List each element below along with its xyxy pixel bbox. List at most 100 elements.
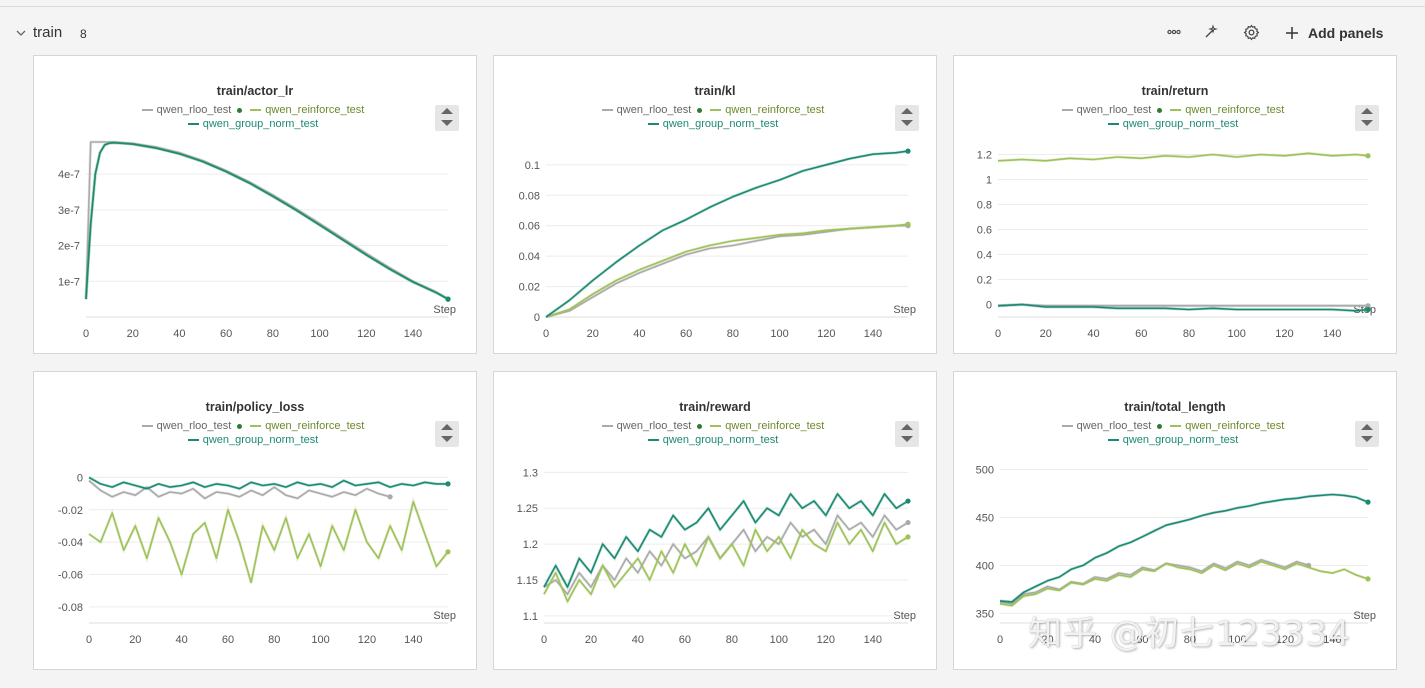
series-end-point <box>445 549 451 555</box>
legend-swatch-reinforce <box>250 425 262 427</box>
x-tick-label: 140 <box>864 634 882 646</box>
chevron-down-icon[interactable] <box>14 26 28 40</box>
legend-active-dot <box>237 423 243 429</box>
x-tick-label: 0 <box>86 634 92 646</box>
scroll-down-icon[interactable] <box>1361 120 1373 126</box>
y-tick-label: 1.2 <box>523 539 538 551</box>
series-line-reinforce[interactable] <box>88 500 449 584</box>
scroll-up-icon[interactable] <box>1361 424 1373 430</box>
legend-active-dot <box>697 107 703 113</box>
chart-title: train/kl <box>694 84 736 98</box>
chart-panel-actor-lr[interactable]: 1e-7 2e-7 3e-7 4e-7 0 20 40 60 80 100 120 140 Step t… <box>33 55 477 354</box>
series-line-rloo[interactable] <box>545 224 908 318</box>
y-tick-label: 0.02 <box>519 282 540 294</box>
chart-title: train/actor_lr <box>216 84 294 98</box>
x-axis-label: Step <box>433 610 456 622</box>
top-divider <box>0 6 1425 7</box>
x-tick-label: 60 <box>1136 634 1148 646</box>
legend-scroller[interactable] <box>435 105 459 131</box>
series-line-reinforce[interactable] <box>85 141 449 300</box>
legend-label-group-norm: qwen_group_norm_test <box>1122 434 1239 446</box>
x-axis-label: Step <box>893 610 916 622</box>
series-line-reinforce[interactable] <box>545 223 909 318</box>
legend-scroller[interactable] <box>895 421 919 447</box>
legend-swatch-reinforce <box>1170 109 1182 111</box>
legend-scroller[interactable] <box>1355 105 1379 131</box>
chart-legend: qwen_rloo_test qwen_reinforce_test qwen_… <box>34 419 476 447</box>
x-tick-label: 100 <box>310 328 328 340</box>
scroll-up-icon[interactable] <box>1361 108 1373 114</box>
legend-active-dot <box>1157 107 1163 113</box>
x-tick-label: 60 <box>220 328 232 340</box>
series-end-point <box>1365 576 1371 582</box>
legend-swatch-reinforce <box>1170 425 1182 427</box>
series-line-group-norm[interactable] <box>999 493 1369 603</box>
scroll-up-icon[interactable] <box>441 424 453 430</box>
chart-panel-total-length[interactable]: 350 400 450 500 0 20 40 60 80 100 120 140 Step train… <box>953 371 1397 670</box>
series-shadow-reinforce <box>545 222 909 319</box>
section-header: train 8 Add panels <box>0 20 1425 48</box>
chart-svg: 0 -0.02 -0.04 -0.06 -0.08 0 20 40 60 80 100 120 140 S… <box>58 472 456 646</box>
scroll-up-icon[interactable] <box>441 108 453 114</box>
series-shadow-reinforce <box>84 141 449 301</box>
x-axis-label: Step <box>433 304 456 316</box>
x-tick-label: 20 <box>1041 634 1053 646</box>
legend-scroller[interactable] <box>1355 421 1379 447</box>
x-tick-label: 100 <box>770 634 788 646</box>
series-line-rloo[interactable] <box>997 303 1368 307</box>
series-line-reinforce[interactable] <box>999 560 1369 607</box>
scroll-down-icon[interactable] <box>1361 436 1373 442</box>
scroll-up-icon[interactable] <box>901 424 913 430</box>
series-line-reinforce[interactable] <box>997 152 1369 162</box>
scroll-down-icon[interactable] <box>901 120 913 126</box>
legend-scroller[interactable] <box>435 421 459 447</box>
more-options-icon[interactable] <box>1164 22 1184 42</box>
x-tick-label: 0 <box>83 328 89 340</box>
scroll-down-icon[interactable] <box>901 436 913 442</box>
legend-swatch-rloo <box>1061 109 1073 111</box>
chart-panel-return[interactable]: 0 0.2 0.4 0.6 0.8 1 1.2 0 20 40 60 80 100 120 140 Step … <box>953 55 1397 354</box>
series-end-point <box>1365 303 1371 309</box>
series-line-group-norm[interactable] <box>85 141 449 300</box>
x-tick-label: 40 <box>173 328 185 340</box>
legend-active-dot <box>237 107 243 113</box>
series-line-group-norm[interactable] <box>997 303 1369 312</box>
series-line-rloo[interactable] <box>88 479 391 500</box>
x-tick-label: 40 <box>1087 328 1099 340</box>
chart-panel-reward[interactable]: 1.1 1.15 1.2 1.25 1.3 0 20 40 60 80 100 120 140 Step … <box>493 371 937 670</box>
series-line-rloo[interactable] <box>85 141 449 300</box>
section-title[interactable]: train <box>33 24 63 41</box>
series-line-group-norm[interactable] <box>545 150 909 318</box>
legend-swatch-rloo <box>1061 425 1073 427</box>
legend-active-dot <box>1157 423 1163 429</box>
chart-panel-kl[interactable]: 0 0.02 0.04 0.06 0.08 0.1 0 20 40 60 80 100 120 140 St… <box>493 55 937 354</box>
y-tick-label: 400 <box>976 560 994 572</box>
x-tick-label: 80 <box>726 634 738 646</box>
legend-label-group-norm: qwen_group_norm_test <box>202 118 319 130</box>
series-line-rloo[interactable] <box>999 558 1309 605</box>
series-line-reinforce[interactable] <box>543 521 909 603</box>
series-end-point <box>905 148 911 154</box>
scroll-up-icon[interactable] <box>901 108 913 114</box>
x-tick-label: 0 <box>543 328 549 340</box>
series-end-point <box>1365 153 1371 159</box>
legend-label-reinforce: qwen_reinforce_test <box>265 104 365 116</box>
chart-panel-policy-loss[interactable]: 0 -0.02 -0.04 -0.06 -0.08 0 20 40 60 80 100 120 140 S… <box>33 371 477 670</box>
y-tick-label: -0.06 <box>58 569 83 581</box>
y-tick-label: 1e-7 <box>58 276 80 288</box>
series-end-point <box>905 221 911 227</box>
series-line-group-norm[interactable] <box>88 476 448 490</box>
legend-swatch-rloo <box>141 109 153 111</box>
legend-swatch-reinforce <box>250 109 262 111</box>
legend-label-rloo: qwen_rloo_test <box>616 104 692 116</box>
magic-wand-icon[interactable] <box>1201 22 1221 42</box>
legend-scroller[interactable] <box>895 105 919 131</box>
scroll-down-icon[interactable] <box>441 120 453 126</box>
chart-legend: qwen_rloo_test qwen_reinforce_test qwen_… <box>954 419 1396 447</box>
gear-icon[interactable] <box>1241 22 1261 42</box>
watermark: 知乎 @初七123334 <box>1028 614 1351 654</box>
add-panels-button[interactable]: Add panels <box>1284 21 1383 45</box>
series-line-group-norm[interactable] <box>543 493 909 588</box>
scroll-down-icon[interactable] <box>441 436 453 442</box>
series-shadow-rloo <box>545 224 908 319</box>
